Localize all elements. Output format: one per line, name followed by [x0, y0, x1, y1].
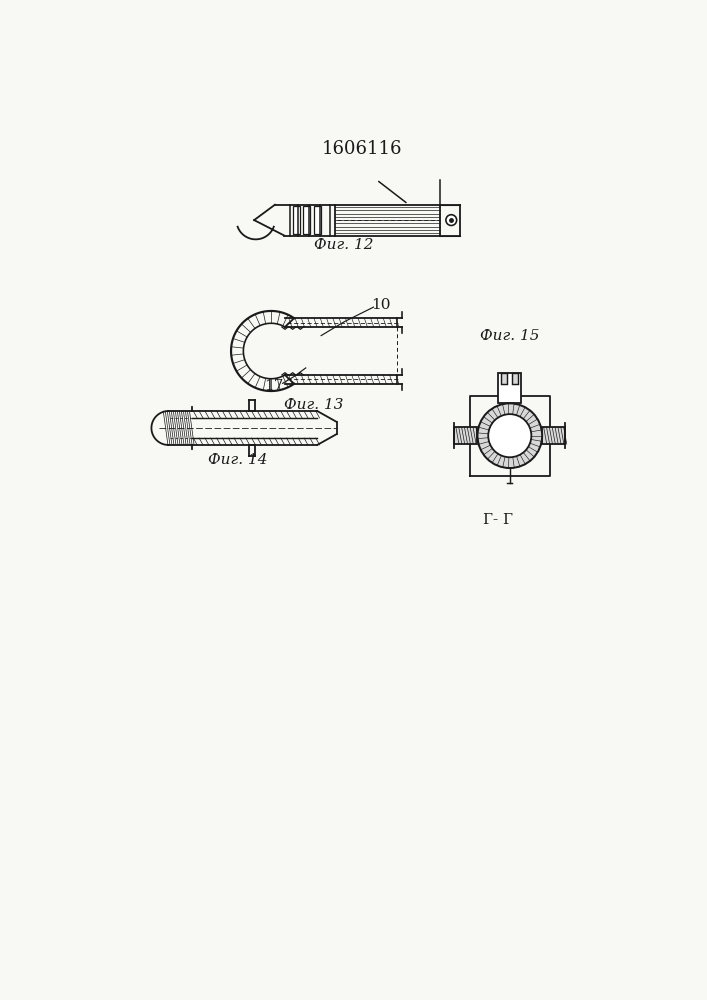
Text: Фиг. 12: Фиг. 12: [315, 238, 374, 252]
Text: 1606116: 1606116: [322, 140, 402, 158]
Text: 17: 17: [264, 379, 283, 393]
Text: Фиг. 13: Фиг. 13: [284, 398, 343, 412]
Text: 10: 10: [371, 298, 391, 312]
Bar: [501, 373, 508, 384]
Circle shape: [477, 403, 542, 468]
Text: Г- Г: Г- Г: [484, 513, 513, 527]
Bar: [542, 427, 565, 444]
Bar: [455, 427, 477, 444]
Bar: [512, 373, 518, 384]
Bar: [498, 373, 521, 403]
Bar: [303, 206, 310, 234]
Circle shape: [446, 215, 457, 225]
Circle shape: [489, 414, 532, 457]
Text: Фиг. 15: Фиг. 15: [480, 329, 539, 343]
Bar: [293, 206, 300, 234]
Bar: [314, 206, 321, 234]
Text: Фиг. 14: Фиг. 14: [209, 453, 268, 467]
